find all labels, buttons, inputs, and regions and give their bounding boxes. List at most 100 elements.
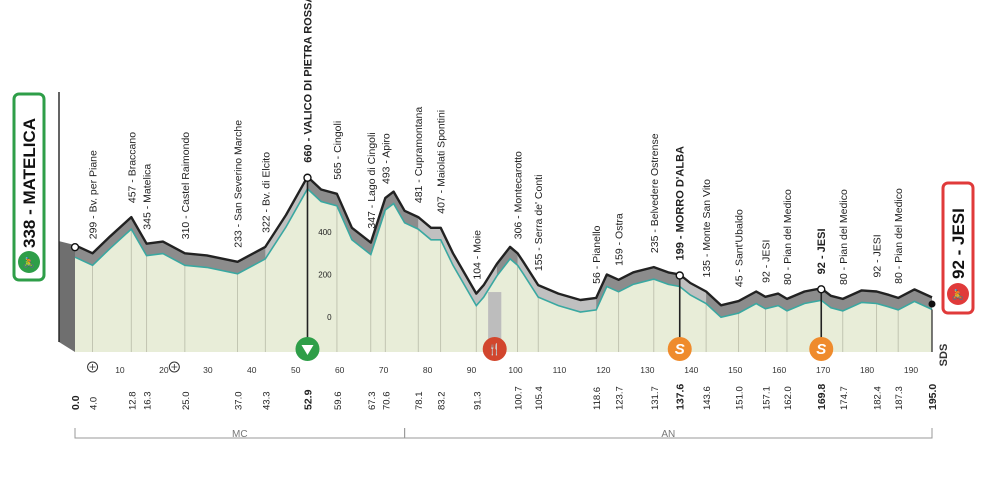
waypoint-label: 92 - JESI [760, 240, 772, 283]
km-distance-label: 43.3 [261, 392, 272, 411]
km-distance-label: 78.1 [414, 392, 425, 411]
province-bracket [404, 428, 933, 439]
x-tick-label: 150 [728, 365, 742, 375]
x-tick-label: 170 [816, 365, 830, 375]
km-distance-label: 70.6 [381, 392, 392, 411]
waypoint-label: 92 - JESI [872, 234, 884, 277]
km-distance-label: 187.3 [894, 386, 905, 410]
km-marker-cross [89, 364, 96, 370]
start-label: 338 - MATELICA [20, 118, 39, 248]
waypoint-label: 155 - Serra de' Conti [533, 175, 545, 272]
x-tick-label: 160 [772, 365, 786, 375]
km-distance-label: 105.4 [534, 386, 545, 410]
x-tick-label: 20 [159, 365, 169, 375]
finish-label: 92 - JESI [949, 208, 968, 279]
waypoint-label: 104 - Moie [471, 230, 483, 280]
y-tick-label: 200 [318, 271, 332, 280]
start-cyclist-icon [18, 251, 40, 273]
km-distance-label: 83.2 [437, 392, 448, 411]
feed-zone-marker-icon [482, 337, 507, 361]
km-distance-label: 182.4 [873, 386, 884, 410]
waypoint-label: 407 - Maiolati Spontini [436, 110, 448, 214]
province-label: AN [661, 429, 675, 440]
x-tick-label: 140 [684, 365, 698, 375]
summit-dot [817, 285, 826, 294]
profile-top-line [74, 175, 933, 307]
x-tick-label: 40 [247, 365, 257, 375]
sprint-letter-icon: S [816, 341, 826, 358]
waypoint-label: 493 - Apiro [380, 133, 392, 184]
waypoint-label: 660 - VALICO DI PIETRA ROSSA [302, 0, 314, 163]
km-distance-label: 151.0 [735, 386, 746, 410]
waypoint-label: 233 - San Severino Marche [233, 120, 245, 248]
profile-base-fill [75, 188, 932, 352]
km-distance-label: 25.0 [181, 392, 192, 411]
x-tick-label: 70 [379, 365, 389, 375]
profile-lower-line [74, 187, 933, 319]
sprint-marker-icon [809, 337, 834, 361]
feed-zone-band [488, 292, 502, 352]
x-tick-label: 90 [467, 365, 477, 375]
x-tick-label: 30 [203, 365, 213, 375]
x-tick-label: 10 [115, 365, 125, 375]
x-tick-label: 180 [860, 365, 874, 375]
km-distance-label: 174.7 [839, 386, 850, 410]
finish-dot [928, 300, 936, 308]
waypoint-label: 347 - Lago di Cingoli [366, 132, 378, 228]
km-distance-label: 100.7 [514, 386, 525, 410]
waypoint-label: 80 - Pian del Medico [893, 188, 905, 284]
km-distance-label: 37.0 [234, 392, 245, 411]
finish-badge: 🚴 92 - JESI [941, 181, 975, 315]
waypoint-label: 159 - Ostra [614, 213, 626, 266]
km-distance-label: 91.3 [472, 392, 483, 411]
waypoint-label: 199 - MORRO D'ALBA [675, 146, 687, 261]
km-distance-label: 143.6 [702, 386, 713, 410]
start-badge-frame [12, 92, 46, 282]
km-distance-label: 12.8 [127, 392, 138, 411]
cyclist-icon: 🚴 [952, 288, 964, 301]
waypoint-label: 457 - Braccano [126, 132, 138, 203]
waypoint-label: 235 - Belvedere Ostrense [649, 133, 661, 253]
waypoint-label: 565 - Cingoli [332, 121, 344, 180]
summit-dot [675, 271, 684, 280]
km-distance-label: 169.8 [816, 384, 828, 410]
km-distance-label: 16.3 [143, 392, 154, 411]
sprint-marker-icon [667, 337, 692, 361]
fork-knife-icon: 🍴 [488, 343, 502, 356]
x-tick-label: 110 [553, 365, 567, 375]
waypoint-label: 45 - Sant'Ubaldo [734, 209, 746, 287]
km-distance-label: 123.7 [615, 386, 626, 410]
waypoint-label: 310 - Castel Raimondo [180, 132, 192, 240]
sprint-letter-icon: S [675, 341, 685, 358]
x-tick-label: 80 [423, 365, 433, 375]
waypoint-label: 481 - Cupramontana [413, 107, 425, 203]
finish-cyclist-icon [947, 283, 969, 305]
sds-logo: SDS [938, 344, 950, 367]
km-distance-label: 157.1 [761, 386, 772, 410]
gpm-triangle-icon [301, 345, 314, 355]
profile-band [75, 176, 932, 318]
waypoint-label: 135 - Monte San Vito [701, 179, 713, 278]
x-tick-label: 190 [904, 365, 918, 375]
km-distance-label: 67.3 [367, 392, 378, 411]
km-distance-label: 162.0 [783, 386, 794, 410]
km-distance-label: 0.0 [70, 395, 82, 410]
profile-start-wall [59, 241, 75, 352]
km-marker-cross [171, 364, 178, 370]
km-distance-label: 4.0 [89, 397, 100, 410]
km-distance-label: 52.9 [302, 389, 314, 410]
waypoint-label: 306 - Montecarotto [513, 151, 525, 239]
start-badge: 🚴 338 - MATELICA [12, 92, 46, 282]
x-tick-label: 50 [291, 365, 301, 375]
cyclist-icon: 🚴 [23, 256, 35, 269]
summit-dot [303, 173, 312, 182]
y-tick-label: 0 [327, 313, 332, 322]
km-distance-label: 59.6 [333, 392, 344, 411]
x-tick-label: 130 [640, 365, 654, 375]
province-label: MC [232, 429, 248, 440]
waypoint-label: 299 - Bv. per Piane [88, 150, 100, 239]
x-tick-label: 60 [335, 365, 345, 375]
y-tick-label: 400 [318, 228, 332, 237]
